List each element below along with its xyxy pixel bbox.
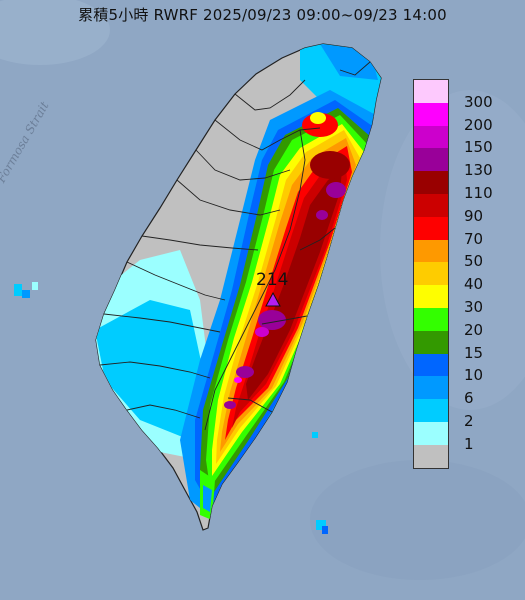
legend-swatch [414,444,448,468]
legend-label: 15 [464,343,484,362]
county-boundaries [99,61,371,431]
legend-label: 110 [464,184,493,202]
legend-swatch [414,421,448,445]
legend-label: 30 [464,298,484,316]
legend-swatch [414,171,448,194]
rainfall-shading [96,44,381,520]
legend-label: 6 [464,389,474,408]
penghu-rain-patch [14,282,38,298]
legend-swatch [414,353,448,377]
legend-swatch [414,125,448,149]
legend-swatch [414,262,448,286]
legend-swatch [414,376,448,400]
legend-swatch [414,193,448,217]
legend-swatch [414,399,448,422]
legend-label: 90 [464,206,484,225]
peak-rainfall-triangle-marker [265,291,281,307]
peak-rainfall-value: 214 [256,270,289,290]
legend-swatch [414,102,448,126]
legend-label: 50 [464,252,484,271]
legend-swatch [414,285,448,308]
legend-swatch [414,307,448,331]
legend-swatch [414,239,448,263]
legend-label: 1 [464,434,474,453]
legend-swatch [414,148,448,172]
legend-swatch [414,330,448,354]
green-island-rain-patch [312,432,328,534]
legend-label: 150 [464,138,493,157]
legend-label: 70 [464,229,484,248]
rainfall-legend [413,79,449,469]
legend-label: 2 [464,412,474,430]
map-title: 累積5小時 RWRF 2025/09/23 09:00~09/23 14:00 [78,6,447,24]
legend-label: 20 [464,320,484,339]
legend-label: 10 [464,366,484,385]
legend-label: 40 [464,275,484,294]
legend-label: 200 [464,115,493,134]
legend-swatch [414,216,448,240]
legend-label: 130 [464,161,493,180]
legend-swatch [414,80,448,103]
legend-label: 300 [464,92,493,111]
